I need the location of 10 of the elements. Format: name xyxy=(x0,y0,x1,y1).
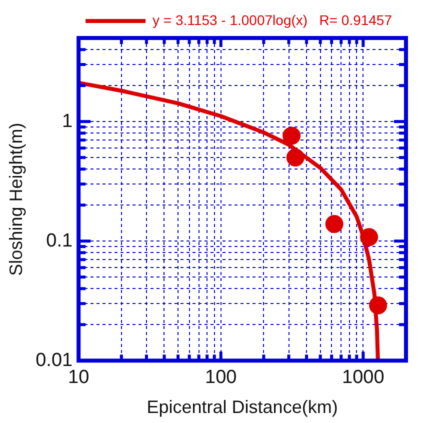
point xyxy=(369,296,388,314)
x-tick-label: 100 xyxy=(205,367,237,388)
y-axis-title: Sloshing Height(m) xyxy=(6,122,26,276)
point xyxy=(325,214,344,233)
point xyxy=(282,126,301,145)
x-axis-title: Epicentral Distance(km) xyxy=(146,397,338,418)
y-tick-label: 1 xyxy=(62,110,73,132)
x-tick-label: 1000 xyxy=(342,367,384,388)
legend-label: y = 3.1153 - 1.0007log(x) R= 0.91457 xyxy=(152,12,392,28)
y-tick-label: 0.1 xyxy=(46,230,73,252)
